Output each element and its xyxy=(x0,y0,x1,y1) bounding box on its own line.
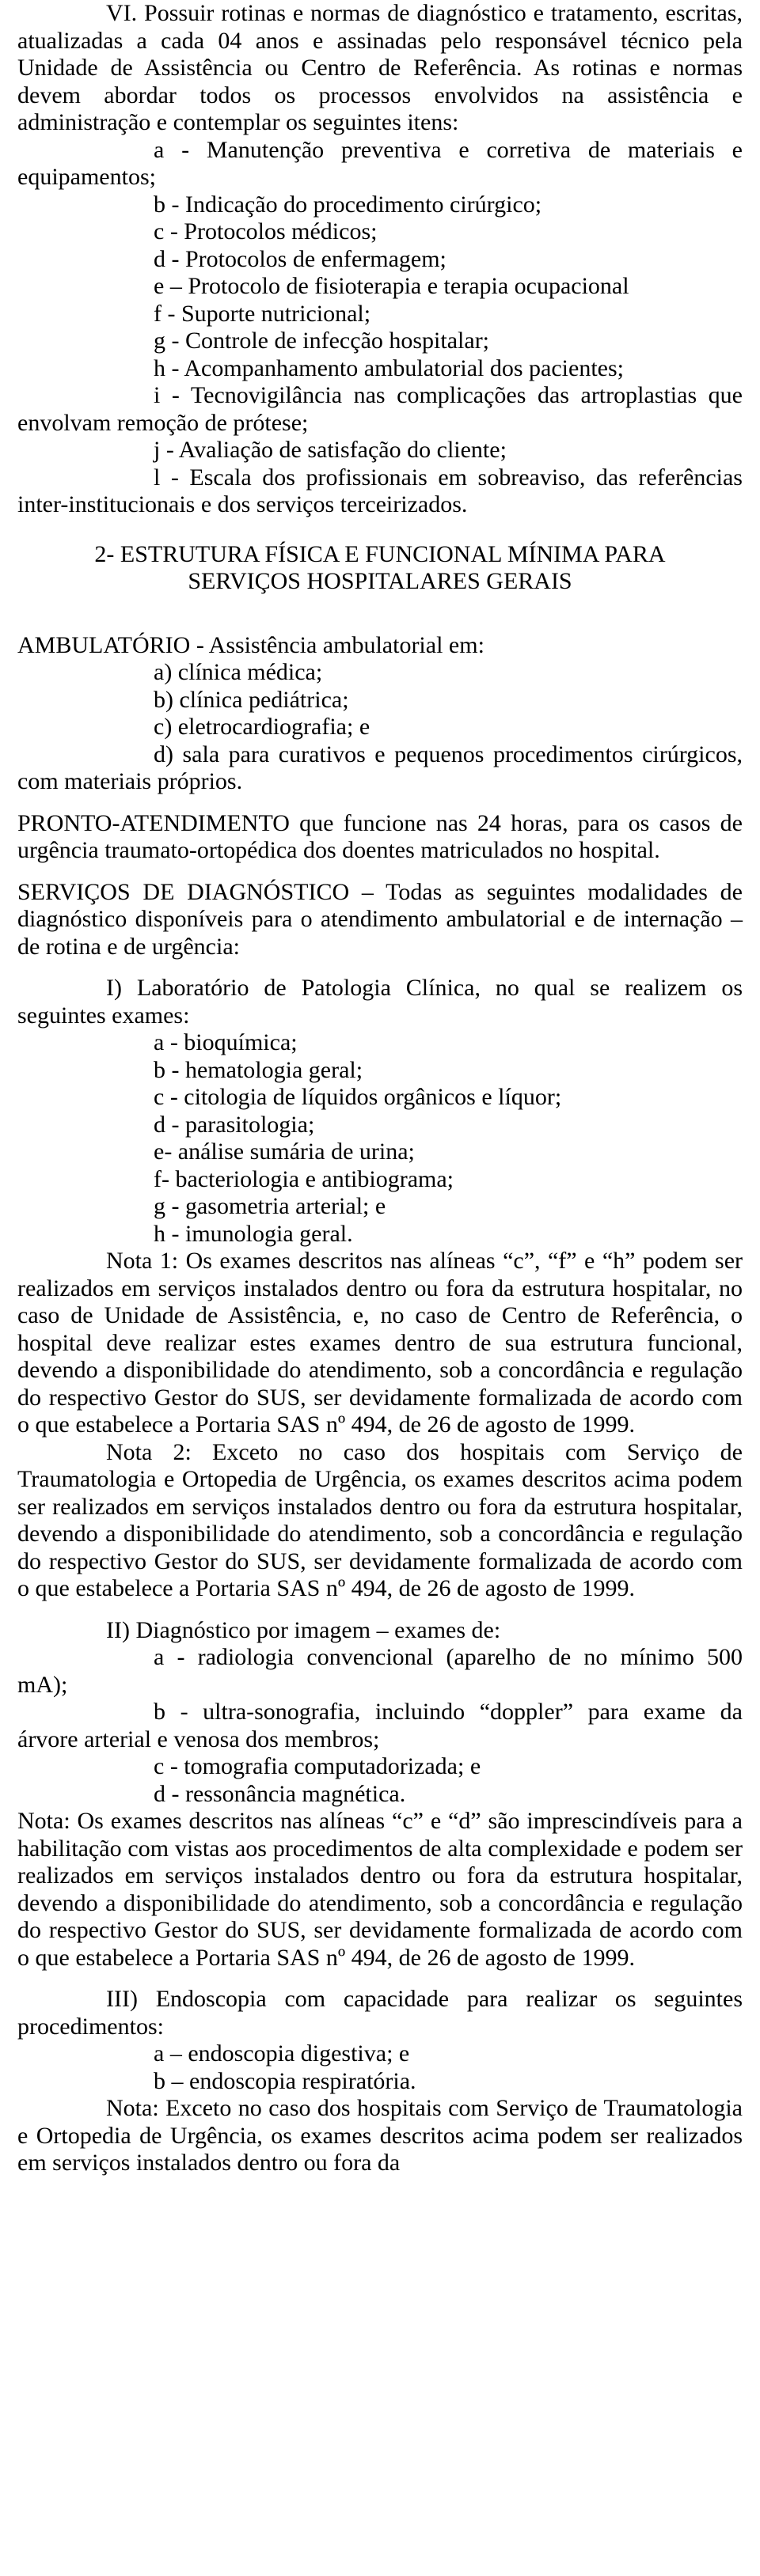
endo-item-a: a – endoscopia digestiva; e xyxy=(17,2040,743,2068)
pronto-atendimento-para: PRONTO-ATENDIMENTO que funcione nas 24 h… xyxy=(17,810,743,865)
lab-intro: I) Laboratório de Patologia Clínica, no … xyxy=(17,975,743,1029)
serv-diag-intro: SERVIÇOS DE DIAGNÓSTICO – Todas as segui… xyxy=(17,879,743,961)
vi-item-g: g - Controle de infecção hospitalar; xyxy=(17,328,743,355)
vi-item-e: e – Protocolo de fisioterapia e terapia … xyxy=(17,273,743,301)
nota-2: Nota 2: Exceto no caso dos hospitais com… xyxy=(17,1439,743,1603)
lab-item-e: e- análise sumária de urina; xyxy=(17,1138,743,1166)
vi-item-c: c - Protocolos médicos; xyxy=(17,218,743,246)
img-item-d: d - ressonância magnética. xyxy=(17,1781,743,1809)
nota-1: Nota 1: Os exames descritos nas alíneas … xyxy=(17,1248,743,1439)
vi-item-l: l - Escala dos profissionais em sobreavi… xyxy=(17,464,743,519)
paragraph-vi: VI. Possuir rotinas e normas de diagnóst… xyxy=(17,0,743,137)
vi-item-b: b - Indicação do procedimento cirúrgico; xyxy=(17,191,743,219)
amb-item-d: d) sala para curativos e pequenos proced… xyxy=(17,741,743,796)
lab-item-h: h - imunologia geral. xyxy=(17,1221,743,1248)
vi-item-i: i - Tecnovigilância nas complicações das… xyxy=(17,382,743,437)
lab-item-g: g - gasometria arterial; e xyxy=(17,1193,743,1221)
vi-item-f: f - Suporte nutricional; xyxy=(17,301,743,328)
endo-nota: Nota: Exceto no caso dos hospitais com S… xyxy=(17,2095,743,2177)
document-page: VI. Possuir rotinas e normas de diagnóst… xyxy=(0,0,760,2185)
heading-line-2: SERVIÇOS HOSPITALARES GERAIS xyxy=(17,568,743,596)
amb-item-a: a) clínica médica; xyxy=(17,659,743,687)
lab-item-f: f- bacteriologia e antibiograma; xyxy=(17,1166,743,1194)
img-nota: Nota: Os exames descritos nas alíneas “c… xyxy=(17,1808,743,1972)
lab-item-d: d - parasitologia; xyxy=(17,1112,743,1139)
vi-item-a: a - Manutenção preventiva e corretiva de… xyxy=(17,137,743,191)
lab-item-a: a - bioquímica; xyxy=(17,1029,743,1057)
vi-item-j: j - Avaliação de satisfação do cliente; xyxy=(17,437,743,464)
amb-item-b: b) clínica pediátrica; xyxy=(17,687,743,714)
vi-item-d: d - Protocolos de enfermagem; xyxy=(17,246,743,274)
img-item-b: b - ultra-sonografia, incluindo “doppler… xyxy=(17,1699,743,1753)
amb-item-c: c) eletrocardiografia; e xyxy=(17,714,743,741)
heading-line-1: 2- ESTRUTURA FÍSICA E FUNCIONAL MÍNIMA P… xyxy=(17,541,743,569)
ambulatorio-intro: AMBULATÓRIO - Assistência ambulatorial e… xyxy=(17,632,743,660)
lab-item-c: c - citologia de líquidos orgânicos e lí… xyxy=(17,1084,743,1112)
section-heading: 2- ESTRUTURA FÍSICA E FUNCIONAL MÍNIMA P… xyxy=(17,541,743,596)
img-item-c: c - tomografia computadorizada; e xyxy=(17,1753,743,1781)
endo-intro: III) Endoscopia com capacidade para real… xyxy=(17,1986,743,2040)
img-item-a: a - radiologia convencional (aparelho de… xyxy=(17,1644,743,1699)
endo-item-b: b – endoscopia respiratória. xyxy=(17,2068,743,2096)
img-intro: II) Diagnóstico por imagem – exames de: xyxy=(17,1617,743,1645)
lab-item-b: b - hematologia geral; xyxy=(17,1057,743,1085)
vi-item-h: h - Acompanhamento ambulatorial dos paci… xyxy=(17,355,743,383)
